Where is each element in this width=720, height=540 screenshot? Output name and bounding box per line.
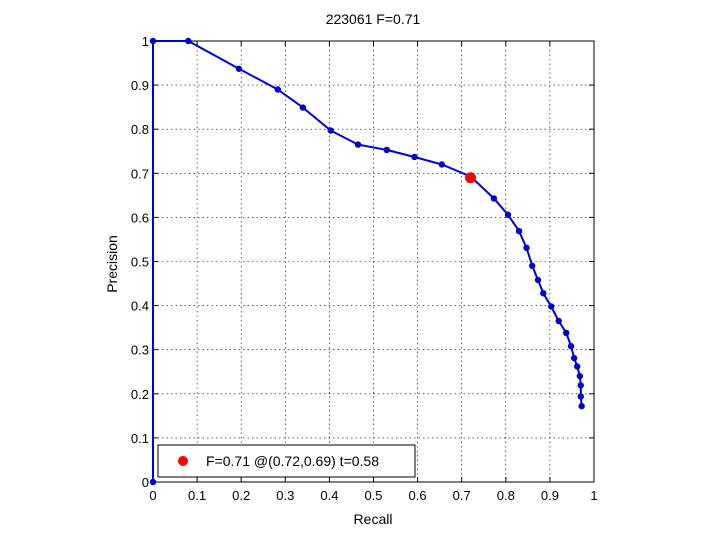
y-tick-label: 0.9 — [131, 78, 149, 93]
x-tick-label: 0.9 — [541, 488, 559, 503]
y-tick-label: 0.4 — [131, 299, 149, 314]
axis-ticks: 0 0.1 0.2 0.3 0.4 0.5 0.6 0.7 0.8 0.9 1 0 0.1 0.2 0.3 0… — [131, 34, 598, 503]
data-point — [577, 382, 584, 389]
y-tick-label: 0.2 — [131, 387, 149, 402]
x-tick-label: 0.6 — [409, 488, 427, 503]
data-point — [383, 146, 390, 154]
data-point — [534, 276, 542, 284]
data-point — [515, 227, 523, 235]
data-point — [149, 478, 157, 486]
y-tick-label: 0.3 — [131, 343, 149, 358]
data-point — [578, 402, 585, 410]
data-point — [411, 153, 418, 161]
data-point — [567, 342, 575, 350]
series-group — [149, 37, 585, 486]
y-tick-label: 0.8 — [131, 122, 149, 137]
data-point — [235, 65, 243, 72]
data-point — [577, 393, 584, 400]
y-tick-label: 0 — [142, 475, 149, 490]
legend-marker — [178, 456, 188, 466]
data-point — [274, 86, 282, 93]
data-point — [185, 37, 192, 45]
data-point — [523, 244, 530, 252]
legend: F=0.71 @(0.72,0.69) t=0.58 — [157, 444, 416, 478]
data-point — [570, 354, 578, 362]
data-point — [563, 329, 570, 337]
x-tick-label: 0.2 — [232, 488, 250, 503]
y-tick-label: 0.6 — [131, 210, 149, 225]
y-axis-label: Precision — [104, 235, 120, 293]
x-tick-label: 0.1 — [188, 488, 206, 503]
data-point — [149, 37, 157, 45]
data-point — [299, 104, 307, 111]
data-point — [529, 262, 536, 270]
chart-title: 223061 F=0.71 — [326, 11, 421, 27]
y-tick-label: 0.7 — [131, 166, 149, 181]
data-point — [555, 317, 562, 325]
data-point — [490, 195, 498, 202]
y-tick-label: 0.1 — [131, 431, 149, 446]
data-point — [438, 161, 446, 168]
data-point — [548, 303, 555, 310]
data-point — [576, 372, 584, 380]
x-tick-label: 0.5 — [364, 488, 382, 503]
legend-label: F=0.71 @(0.72,0.69) t=0.58 — [206, 453, 379, 469]
data-point — [574, 363, 581, 370]
data-point — [504, 211, 512, 218]
x-tick-label: 0.8 — [497, 488, 515, 503]
x-tick-label: 0 — [149, 488, 156, 503]
x-tick-label: 0.3 — [276, 488, 294, 503]
y-tick-label: 0.5 — [131, 255, 149, 270]
y-tick-label: 1 — [142, 34, 149, 49]
x-tick-label: 0.4 — [320, 488, 338, 503]
x-tick-label: 0.7 — [453, 488, 471, 503]
x-tick-label: 1 — [590, 488, 597, 503]
data-point — [540, 290, 547, 297]
x-axis-label: Recall — [354, 511, 393, 527]
data-point — [327, 127, 334, 134]
best-f-point — [465, 172, 477, 184]
legend-box — [157, 444, 416, 478]
data-point — [354, 141, 362, 148]
grid — [153, 41, 594, 482]
